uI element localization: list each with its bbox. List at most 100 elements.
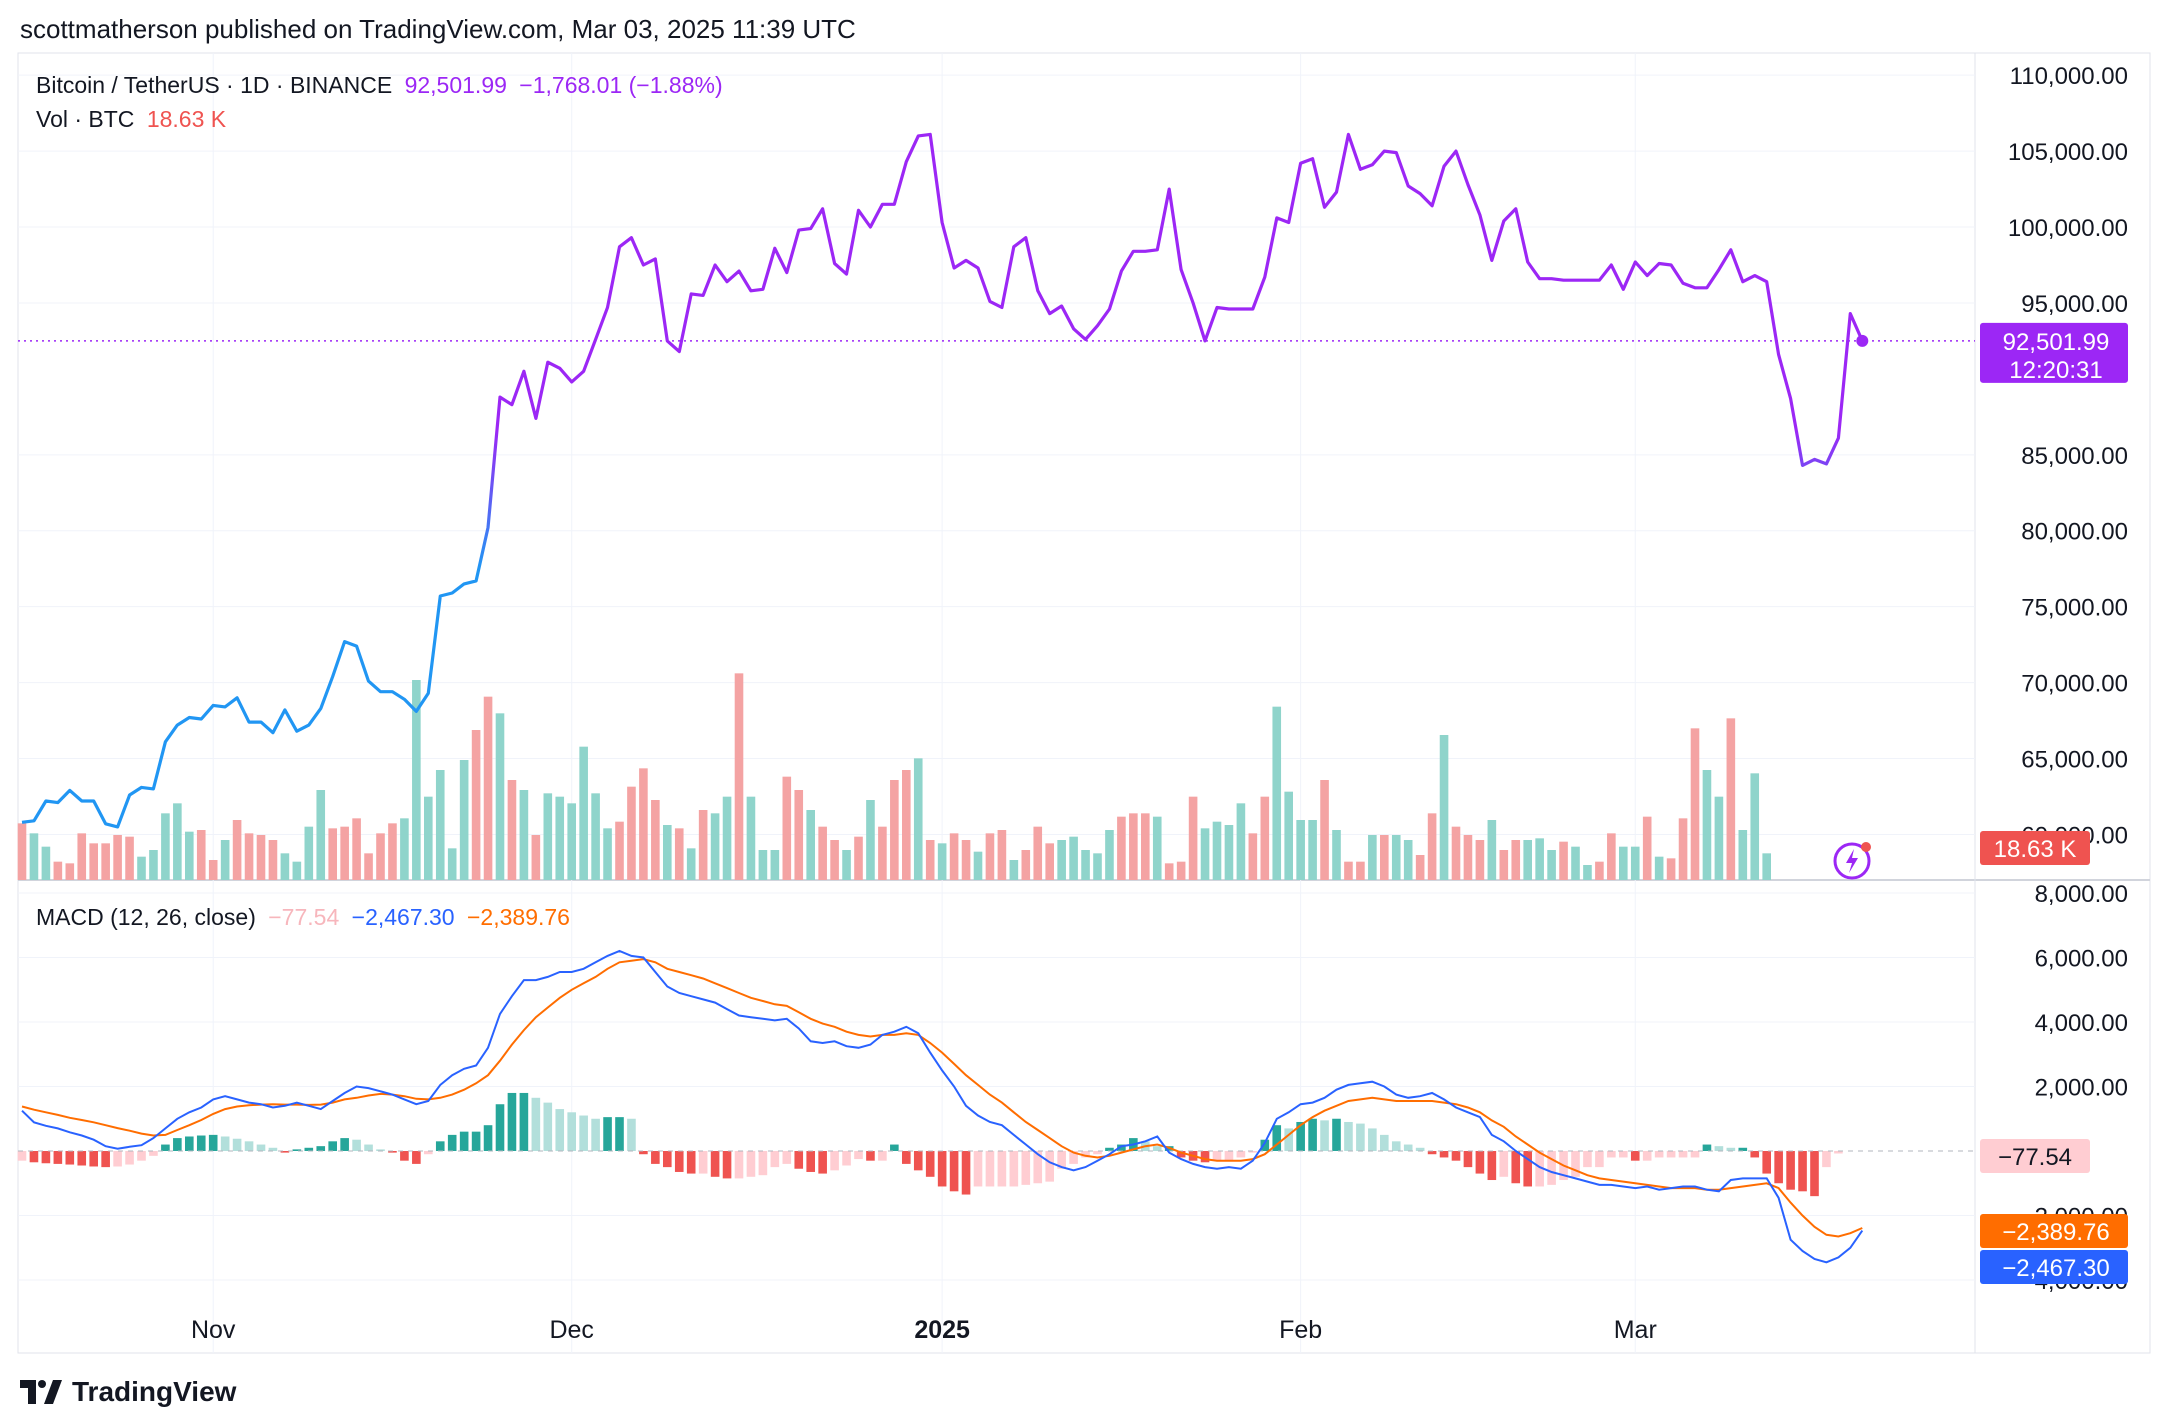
macd-histogram-bar: [1583, 1151, 1592, 1168]
volume-bar: [651, 800, 660, 880]
volume-bar: [1379, 835, 1389, 880]
macd-histogram-bar: [125, 1151, 134, 1165]
volume-bar: [1308, 820, 1317, 880]
macd-histogram-bar: [1320, 1120, 1329, 1151]
volume-bar: [1499, 850, 1509, 880]
macd-histogram-bar: [913, 1151, 923, 1171]
macd-histogram-bar: [161, 1144, 170, 1151]
volume-bar: [1618, 846, 1628, 880]
macd-histogram-bar: [901, 1151, 911, 1164]
volume-bar: [1487, 820, 1497, 880]
macd-histogram-bar: [1212, 1151, 1222, 1161]
price-series-line: [21, 132, 1864, 829]
volume-bar: [1033, 826, 1043, 880]
macd-histogram-bar: [113, 1151, 122, 1167]
macd-histogram-bar: [890, 1144, 899, 1151]
volume-bar: [686, 848, 696, 880]
price-tick-label: 105,000.00: [2008, 139, 2128, 166]
volume-bar: [997, 830, 1007, 880]
volume-bar: [866, 800, 875, 880]
volume-bar: [1344, 861, 1353, 880]
volume-bar: [184, 831, 194, 880]
macd-histogram-bar: [1009, 1151, 1019, 1187]
macd-histogram-bar: [1236, 1151, 1246, 1158]
macd-histogram-bar: [1403, 1144, 1413, 1151]
macd-histogram-bar: [758, 1151, 768, 1176]
macd-histogram-bar: [53, 1151, 63, 1164]
macd-histogram-bar: [1750, 1151, 1760, 1158]
volume-bar: [985, 833, 995, 880]
macd-histogram-bar: [1654, 1151, 1664, 1158]
macd-histogram-bar: [1105, 1147, 1114, 1151]
volume-bar: [925, 840, 935, 880]
price-tag-value: 92,501.99: [2003, 329, 2110, 356]
volume-bar: [1714, 796, 1724, 880]
macd-histogram-bar: [734, 1151, 744, 1179]
volume-bar: [1129, 813, 1138, 880]
volume-bar: [41, 846, 51, 880]
macd-histogram-bar: [447, 1134, 457, 1151]
macd-histogram-bar: [1117, 1144, 1126, 1151]
volume-bar: [137, 856, 146, 880]
volume-bar: [364, 853, 373, 880]
macd-histogram-bar: [615, 1117, 624, 1151]
macd-histogram-bar: [1344, 1121, 1353, 1151]
macd-histogram-bar: [698, 1151, 708, 1174]
volume-bar: [567, 803, 577, 880]
volume-bar: [1463, 835, 1473, 880]
volume-bar: [340, 826, 349, 880]
macd-histogram-bar: [639, 1151, 648, 1155]
vol-label: Vol · BTC: [36, 106, 135, 132]
macd-histogram-bar: [232, 1138, 242, 1151]
volume-bar: [29, 833, 39, 880]
volume-bar: [388, 823, 397, 880]
price-tick-label: 110,000.00: [2010, 63, 2128, 90]
macd-histogram-bar: [1475, 1151, 1485, 1174]
macd-histogram-bar: [412, 1151, 421, 1164]
volume-bar: [1057, 840, 1066, 880]
price-tick-label: 100,000.00: [2008, 215, 2128, 242]
volume-bar: [1260, 796, 1270, 880]
volume-bar: [1666, 858, 1676, 880]
macd-histogram-bar: [710, 1151, 720, 1177]
macd-histogram-bar: [1356, 1123, 1365, 1151]
publisher-header: scottmatherson published on TradingView.…: [20, 14, 856, 44]
macd-hist-value: −77.54: [268, 904, 340, 930]
macd-histogram-bar: [1069, 1151, 1078, 1164]
volume-bar: [316, 790, 326, 880]
volume-bar: [459, 760, 469, 880]
volume-bar: [1654, 856, 1664, 880]
volume-bar: [973, 851, 983, 880]
volume-bar: [818, 826, 827, 880]
volume-bar: [1009, 860, 1019, 880]
macd-histogram-bar: [1511, 1151, 1521, 1184]
volume-bar: [1320, 780, 1329, 880]
volume-bar: [662, 825, 672, 880]
volume-bar: [1439, 735, 1449, 880]
volume-bar: [304, 826, 314, 880]
macd-histogram-bar: [316, 1146, 326, 1151]
macd-histogram-bar: [280, 1151, 290, 1153]
volume-bar: [495, 713, 505, 880]
macd-histogram-bar: [770, 1151, 780, 1168]
macd-histogram-bar: [1152, 1146, 1162, 1151]
alert-bolt-icon: [1846, 849, 1858, 873]
macd-histogram-bar: [830, 1151, 839, 1171]
macd-histogram-bar: [1834, 1151, 1843, 1154]
macd-histogram-bar: [1272, 1125, 1282, 1151]
symbol-label: Bitcoin / TetherUS · 1D · BINANCE: [36, 72, 393, 98]
volume-bar: [639, 768, 648, 880]
volume-bar: [1762, 853, 1772, 880]
macd-histogram-bar: [782, 1151, 792, 1164]
volume-bar: [734, 673, 744, 880]
volume-bar: [149, 850, 158, 880]
macd-line-value: −2,467.30: [351, 904, 455, 930]
volume-bar: [1188, 796, 1198, 880]
macd-histogram-bar: [1057, 1151, 1066, 1169]
volume-bar: [1678, 818, 1688, 880]
macd-legend: MACD (12, 26, close) −77.54 −2,467.30 −2…: [36, 904, 576, 931]
macd-histogram-bar: [1618, 1151, 1628, 1158]
volume-bar: [1332, 830, 1341, 880]
tradingview-logo-icon: [20, 1380, 62, 1404]
